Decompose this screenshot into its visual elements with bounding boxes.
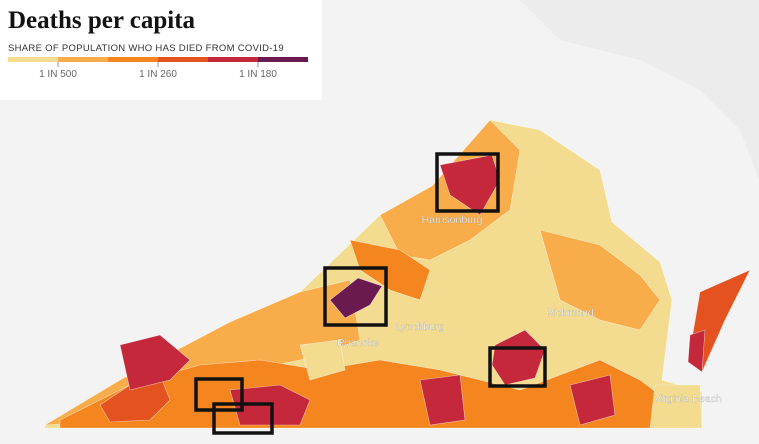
county-region bbox=[329, 277, 383, 319]
county-region bbox=[687, 329, 706, 373]
highlight-box bbox=[488, 346, 547, 388]
place-label: Roanoke bbox=[337, 337, 379, 349]
legend-label: 1 IN 180 bbox=[239, 69, 277, 80]
highlight-box bbox=[323, 266, 388, 327]
subtitle: SHARE OF POPULATION WHO HAS DIED FROM CO… bbox=[8, 43, 284, 54]
highlight-boxes bbox=[194, 152, 547, 435]
neighbor-states bbox=[520, 0, 759, 180]
place-label: Virginia Beach bbox=[654, 393, 722, 405]
place-label: Lynchburg bbox=[396, 321, 445, 333]
legend-swatch bbox=[8, 57, 58, 62]
highlight-box bbox=[212, 402, 274, 435]
legend-swatch bbox=[158, 57, 208, 62]
county-region bbox=[539, 229, 661, 331]
county-region bbox=[439, 154, 501, 216]
highlight-box bbox=[435, 152, 500, 213]
county-region bbox=[349, 239, 431, 301]
place-labels: Harrisonburg Lynchburg Roanoke Richmond Virg… bbox=[337, 214, 722, 405]
county-region bbox=[299, 339, 346, 381]
highlight-box bbox=[194, 377, 244, 412]
legend-swatch bbox=[208, 57, 258, 62]
county-region bbox=[419, 374, 466, 426]
county-region bbox=[119, 334, 191, 391]
county-region bbox=[491, 329, 546, 386]
legend-swatch bbox=[258, 57, 308, 62]
county-region bbox=[649, 384, 703, 429]
legend-swatch bbox=[108, 57, 158, 62]
county-region bbox=[569, 374, 616, 426]
place-label: Richmond bbox=[546, 307, 593, 319]
legend-panel bbox=[0, 0, 322, 100]
legend-label: 1 IN 500 bbox=[39, 69, 77, 80]
title: Deaths per capita bbox=[8, 7, 196, 34]
legend: 1 IN 500 1 IN 260 1 IN 180 bbox=[8, 57, 308, 80]
place-label: Harrisonburg bbox=[422, 214, 483, 226]
legend-label: 1 IN 260 bbox=[139, 69, 177, 80]
legend-swatch bbox=[58, 57, 108, 62]
virginia-map bbox=[44, 119, 751, 429]
